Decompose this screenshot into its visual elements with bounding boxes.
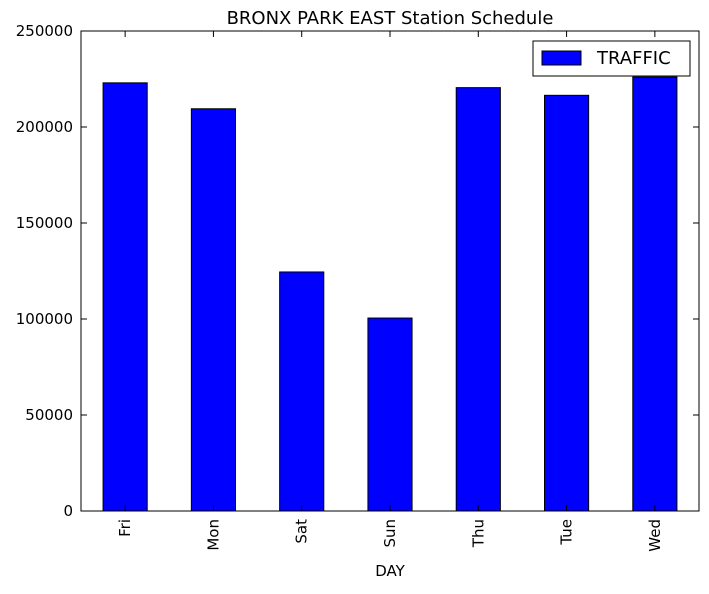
x-tick-label: Tue — [558, 519, 576, 546]
x-tick-label: Wed — [646, 519, 664, 552]
x-axis-label: DAY — [375, 562, 405, 580]
y-tick-label: 50000 — [25, 406, 73, 424]
bar-tue — [544, 94, 590, 512]
x-tick-label: Sun — [381, 519, 399, 548]
legend: TRAFFIC — [532, 40, 691, 77]
x-tick-label: Thu — [469, 519, 487, 548]
bar-mon — [190, 108, 237, 512]
bars-layer — [102, 76, 678, 512]
bar-sat — [279, 271, 325, 512]
y-axis: 0 50000 100000 150000 200000 250000 — [16, 22, 699, 520]
x-tick-label: Fri — [116, 519, 134, 537]
bar-thu — [455, 87, 501, 512]
x-tick-label: Sat — [293, 519, 311, 544]
y-tick-label: 250000 — [16, 22, 73, 40]
y-tick-label: 0 — [63, 502, 73, 520]
y-tick-label: 200000 — [16, 118, 73, 136]
legend-label: TRAFFIC — [596, 48, 671, 69]
legend-swatch — [541, 50, 582, 66]
y-tick-label: 100000 — [16, 310, 73, 328]
chart-title: BRONX PARK EAST Station Schedule — [227, 8, 554, 29]
bar-sun — [367, 317, 413, 512]
x-tick-label: Mon — [204, 519, 222, 551]
x-axis: Fri Mon Sat Sun Thu Tue Wed — [116, 31, 664, 552]
bar-fri — [102, 82, 148, 512]
y-tick-label: 150000 — [16, 214, 73, 232]
bar-wed — [632, 76, 678, 512]
